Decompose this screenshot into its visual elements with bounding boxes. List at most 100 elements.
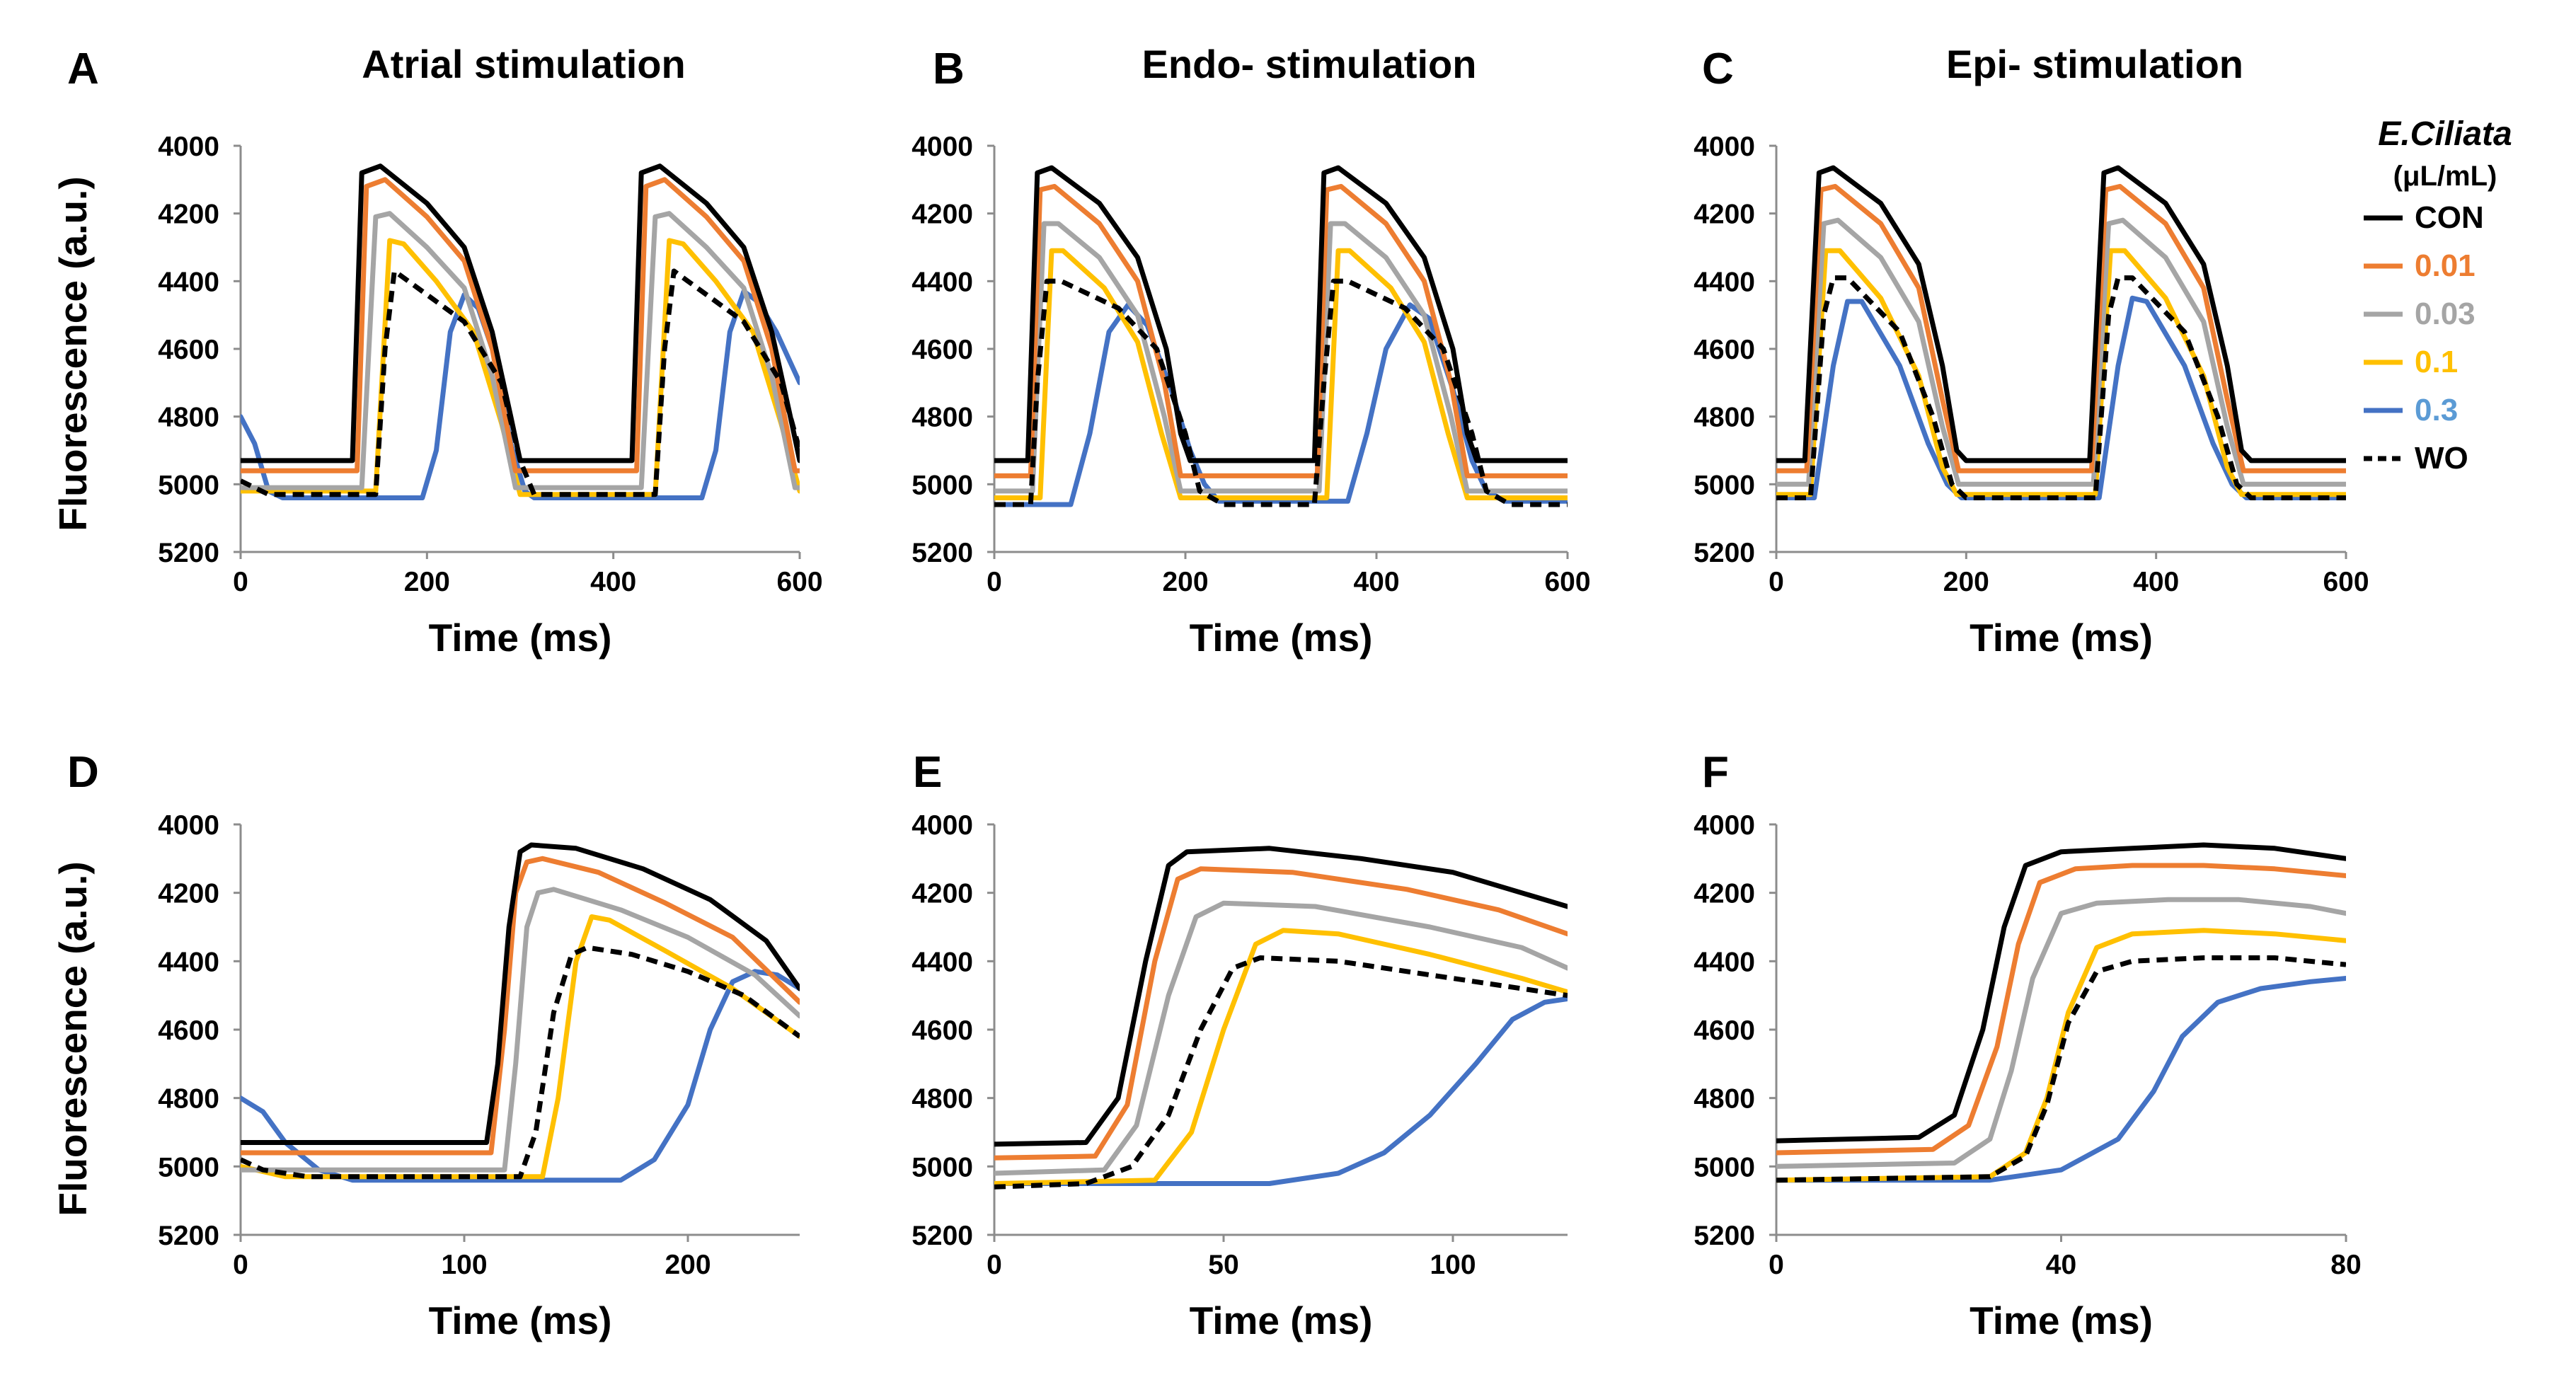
x-axis-label-e: Time (ms) — [1190, 1299, 1373, 1342]
x-tick-label-d: 0 — [233, 1250, 248, 1280]
y-tick-label-d: 5200 — [158, 1221, 219, 1251]
x-tick-label-a: 400 — [590, 567, 636, 597]
series-line-0_1-f — [1776, 928, 2346, 1183]
x-tick-label-a: 200 — [404, 567, 450, 597]
series-line-con-e — [994, 846, 1568, 1147]
series-line-0_1-b — [994, 248, 1568, 500]
panel-letter-b: B — [933, 45, 965, 93]
series-line-0_3-e — [994, 996, 1568, 1186]
x-tick-label-b: 0 — [987, 567, 1002, 597]
panel-e-plot: 4000 4200 4400 4600 4800 5000 5200 0 50 100 Time (… — [912, 810, 1568, 1342]
x-tick-label-b: 400 — [1353, 567, 1399, 597]
series-line-wo-d — [241, 945, 800, 1180]
series-line-con-d — [241, 842, 800, 1145]
x-axis-label-a: Time (ms) — [429, 616, 612, 660]
panel-title-a: Atrial stimulation — [362, 42, 685, 86]
panel-letter-f: F — [1702, 748, 1729, 797]
series-line-0_1-e — [994, 928, 1568, 1186]
x-axis-label-f: Time (ms) — [1970, 1299, 2153, 1342]
series-line-con-b — [994, 165, 1568, 464]
x-tick-label-e: 0 — [987, 1250, 1002, 1280]
series-line-0_3-c — [1776, 295, 2346, 500]
y-tick-label-d: 4600 — [158, 1015, 219, 1046]
y-tick-label-d: 4000 — [158, 810, 219, 841]
y-tick-label-b: 5200 — [912, 538, 973, 568]
y-tick-label-f: 4600 — [1694, 1015, 1755, 1046]
series-line-0_03-a — [241, 211, 800, 490]
panel-title-c: Epi- stimulation — [1946, 42, 2243, 86]
series-group-d — [241, 842, 800, 1183]
series-group-a — [241, 163, 800, 500]
x-axis-label-b: Time (ms) — [1190, 616, 1373, 660]
y-tick-label-d: 5000 — [158, 1152, 219, 1182]
series-line-wo-c — [1776, 275, 2346, 500]
panel-d-plot: 4000 4200 4400 4600 4800 5000 5200 0 100 200 Time … — [158, 810, 800, 1342]
y-tick-label-e: 5000 — [912, 1152, 973, 1182]
series-line-0_01-c — [1776, 183, 2346, 473]
x-tick-label-e: 50 — [1208, 1250, 1238, 1280]
panel-letter-a: A — [67, 45, 99, 93]
panel-c-plot: 4000 4200 4400 4600 4800 5000 5200 0 200 400 600 Ti… — [1694, 132, 2369, 660]
series-line-wo-f — [1776, 955, 2346, 1183]
y-tick-label-c: 4400 — [1694, 267, 1755, 297]
panel-letter-d: D — [67, 748, 99, 797]
series-line-wo-e — [994, 955, 1568, 1190]
y-tick-label-b: 4400 — [912, 267, 973, 297]
series-line-0_01-e — [994, 866, 1568, 1161]
y-tick-label-a: 4200 — [158, 200, 219, 230]
legend-title: E.Ciliata — [2378, 115, 2512, 153]
x-tick-label-f: 0 — [1769, 1250, 1784, 1280]
y-tick-label-e: 4400 — [912, 947, 973, 977]
y-tick-label-b: 5000 — [912, 470, 973, 500]
y-tick-label-c: 4200 — [1694, 200, 1755, 230]
series-line-0_1-c — [1776, 248, 2346, 497]
y-tick-label-a: 4800 — [158, 403, 219, 433]
y-tick-label-b: 4800 — [912, 403, 973, 433]
panel-letter-e: E — [913, 748, 942, 797]
y-tick-label-a: 4000 — [158, 132, 219, 162]
x-tick-label-c: 400 — [2133, 567, 2179, 597]
x-tick-label-c: 200 — [1943, 567, 1989, 597]
y-tick-label-f: 4000 — [1694, 810, 1755, 841]
x-tick-label-d: 100 — [441, 1250, 487, 1280]
series-line-con-c — [1776, 165, 2346, 464]
y-tick-label-d: 4200 — [158, 879, 219, 909]
x-tick-label-d: 200 — [665, 1250, 711, 1280]
y-tick-label-f: 4800 — [1694, 1084, 1755, 1115]
legend-label-0_3: 0.3 — [2415, 393, 2458, 427]
series-line-0_03-f — [1776, 897, 2346, 1169]
x-tick-label-b: 200 — [1162, 567, 1208, 597]
x-tick-label-c: 0 — [1769, 567, 1784, 597]
series-group-c — [1776, 165, 2346, 500]
panel-title-b: Endo- stimulation — [1142, 42, 1477, 86]
series-line-0_01-a — [241, 177, 800, 473]
series-line-0_01-f — [1776, 863, 2346, 1156]
x-tick-label-b: 600 — [1544, 567, 1590, 597]
series-line-0_01-b — [994, 183, 1568, 478]
series-line-0_3-a — [241, 289, 800, 500]
y-tick-label-c: 5200 — [1694, 538, 1755, 568]
series-line-0_03-c — [1776, 217, 2346, 487]
y-tick-label-f: 5200 — [1694, 1221, 1755, 1251]
panel-letter-c: C — [1702, 45, 1734, 93]
y-tick-label-c: 4800 — [1694, 403, 1755, 433]
y-tick-label-c: 4000 — [1694, 132, 1755, 162]
x-axis-label-c: Time (ms) — [1970, 616, 2153, 660]
y-axis-label-top: Fluorescence (a.u.) — [51, 176, 95, 531]
x-tick-label-a: 0 — [233, 567, 248, 597]
legend-label-0_01: 0.01 — [2415, 248, 2476, 283]
y-tick-label-d: 4400 — [158, 947, 219, 977]
legend-units: (μL/mL) — [2393, 161, 2497, 192]
series-group-b — [994, 165, 1568, 507]
series-group-f — [1776, 842, 2346, 1183]
x-tick-label-f: 80 — [2330, 1250, 2361, 1280]
series-line-0_1-a — [241, 238, 800, 497]
panel-f-plot: 4000 4200 4400 4600 4800 5000 5200 0 40 80 Time (m… — [1694, 810, 2361, 1342]
series-line-0_01-d — [241, 856, 800, 1156]
legend: E.Ciliata (μL/mL) CON 0.01 0.03 0.1 0.3 WO — [2364, 115, 2512, 476]
y-tick-label-a: 4400 — [158, 267, 219, 297]
series-line-wo-b — [994, 278, 1568, 507]
y-tick-label-c: 4600 — [1694, 335, 1755, 365]
y-tick-label-e: 5200 — [912, 1221, 973, 1251]
panel-a-plot: 4000 4200 4400 4600 4800 5000 5200 0 200 400 600 Ti… — [158, 132, 822, 660]
